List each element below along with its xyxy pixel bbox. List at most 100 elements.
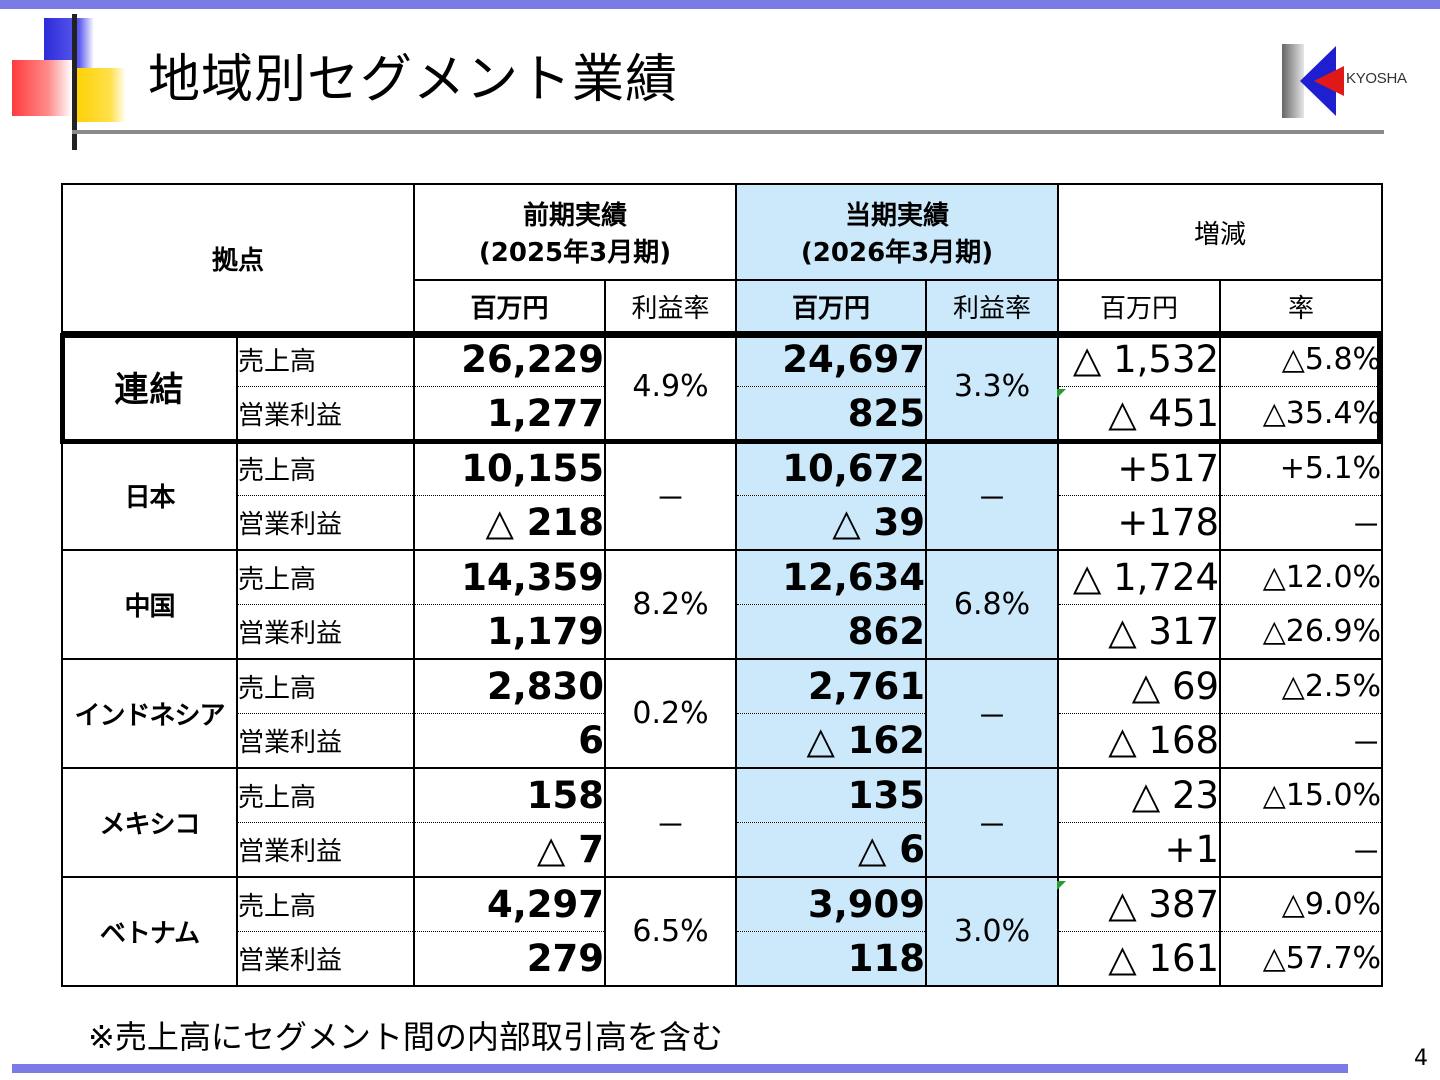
diff-sales-value: △ 1,724: [1057, 549, 1222, 605]
location-name: 中国: [61, 549, 238, 660]
title-decoration-red: [12, 60, 72, 116]
diff-op-value: △ 451: [1057, 386, 1222, 442]
curr-sales-value: 10,672: [735, 440, 928, 496]
header-diff-rate: 率: [1219, 279, 1384, 333]
curr-margin-value: －: [925, 767, 1060, 878]
prev-margin-value: －: [604, 767, 738, 878]
header-diff: 増減: [1057, 183, 1384, 281]
prev-margin-value: 8.2%: [604, 549, 738, 660]
table-row: 営業利益 279 118 △ 161 △57.7%: [62, 931, 1384, 987]
table-row: 日本 売上高 10,155 － 10,672 － +517 +5.1%: [61, 440, 1384, 551]
diff-sales-value: △ 1,532: [1057, 332, 1222, 387]
curr-margin-value: 3.3%: [925, 332, 1060, 442]
bottom-accent-bar: [12, 1064, 1348, 1073]
diff-op-rate: △26.9%: [1219, 604, 1384, 660]
curr-sales-value: 12,634: [735, 549, 928, 605]
diff-op-rate: －: [1219, 713, 1384, 769]
table-row: 営業利益 1,179 862 △ 317 △26.9%: [62, 604, 1384, 660]
curr-sales-value: 2,761: [735, 658, 928, 714]
prev-op-value: 1,179: [413, 604, 607, 660]
sales-label: 売上高: [235, 549, 416, 605]
curr-op-value: 825: [735, 386, 928, 442]
diff-sales-value: △ 69: [1057, 658, 1222, 714]
header-prev-margin: 利益率: [604, 279, 738, 333]
header-prev-million-yen: 百万円: [413, 279, 607, 333]
operating-profit-label: 営業利益: [235, 931, 416, 987]
prev-sales-value: 158: [413, 767, 607, 823]
curr-margin-value: 3.0%: [925, 876, 1060, 987]
sales-label: 売上高: [235, 440, 416, 496]
title-decoration-line: [72, 14, 77, 150]
diff-op-rate: －: [1219, 495, 1384, 551]
sales-label: 売上高: [235, 767, 416, 823]
top-accent-bar: [0, 0, 1440, 9]
diff-sales-rate: +5.1%: [1219, 440, 1384, 496]
prev-margin-value: 0.2%: [604, 658, 738, 769]
diff-sales-rate: △15.0%: [1219, 767, 1384, 823]
prev-margin-value: 6.5%: [604, 876, 738, 987]
prev-sales-value: 26,229: [413, 332, 607, 387]
header-curr-line2: (2026年3月期): [800, 238, 994, 268]
prev-sales-value: 4,297: [413, 876, 607, 932]
prev-sales-value: 2,830: [413, 658, 607, 714]
table-row: 連結 売上高 26,229 4.9% 24,697 3.3% △ 1,532 △5.8%: [61, 332, 1384, 442]
logo-text: KYOSHA: [1346, 70, 1407, 87]
curr-op-value: 118: [735, 931, 928, 987]
prev-op-value: 1,277: [413, 386, 607, 442]
diff-op-value: +178: [1057, 495, 1222, 551]
prev-op-value: 279: [413, 931, 607, 987]
prev-sales-value: 14,359: [413, 549, 607, 605]
diff-sales-value: △ 23: [1057, 767, 1222, 823]
page-number: 4: [1414, 1046, 1428, 1071]
prev-op-value: △ 7: [413, 822, 607, 878]
diff-op-value: △ 161: [1057, 931, 1222, 987]
curr-op-value: △ 39: [735, 495, 928, 551]
sales-label: 売上高: [235, 658, 416, 714]
operating-profit-label: 営業利益: [235, 822, 416, 878]
curr-op-value: △ 6: [735, 822, 928, 878]
title-decoration-yellow: [74, 68, 126, 122]
header-curr-million-yen: 百万円: [735, 279, 928, 333]
table-row: インドネシア 売上高 2,830 0.2% 2,761 － △ 69 △2.5%: [61, 658, 1384, 769]
header-curr-margin: 利益率: [925, 279, 1060, 333]
diff-op-rate: △57.7%: [1219, 931, 1384, 987]
operating-profit-label: 営業利益: [235, 604, 416, 660]
header-curr-period: 当期実績 (2026年3月期): [735, 183, 1060, 281]
cell-comment-marker: [1057, 389, 1066, 398]
diff-sales-value: △ 387: [1057, 876, 1222, 932]
prev-op-value: 6: [413, 713, 607, 769]
page-title: 地域別セグメント業績: [148, 50, 679, 110]
prev-sales-value: 10,155: [413, 440, 607, 496]
curr-sales-value: 3,909: [735, 876, 928, 932]
prev-margin-value: 4.9%: [604, 332, 738, 442]
curr-margin-value: －: [925, 658, 1060, 769]
header-diff-million-yen: 百万円: [1057, 279, 1222, 333]
location-name: インドネシア: [61, 658, 238, 769]
segment-results-table: 拠点 前期実績 (2025年3月期) 当期実績 (2026年3月期) 増減 百万…: [60, 183, 1384, 987]
operating-profit-label: 営業利益: [235, 713, 416, 769]
diff-sales-value: +517: [1057, 440, 1222, 496]
table-row: 営業利益 △ 218 △ 39 +178 －: [62, 495, 1384, 551]
diff-sales-rate: △2.5%: [1219, 658, 1384, 714]
table-row: ベトナム 売上高 4,297 6.5% 3,909 3.0% △ 387 △9.0%: [61, 876, 1384, 987]
diff-op-rate: △35.4%: [1219, 386, 1384, 442]
cell-comment-marker: [1057, 881, 1066, 890]
diff-op-value: △ 168: [1057, 713, 1222, 769]
title-underline: [72, 130, 1384, 134]
segment-table-body: 連結 売上高 26,229 4.9% 24,697 3.3% △ 1,532 △5.8% 営業利…: [61, 332, 1384, 987]
diff-sales-rate: △12.0%: [1219, 549, 1384, 605]
location-name: メキシコ: [61, 767, 238, 878]
prev-op-value: △ 218: [413, 495, 607, 551]
table-row: 営業利益 6 △ 162 △ 168 －: [62, 713, 1384, 769]
location-name: ベトナム: [61, 876, 238, 987]
table-row: 営業利益 1,277 825 △ 451 △35.4%: [62, 386, 1384, 442]
table-row: 営業利益 △ 7 △ 6 +1 －: [62, 822, 1384, 878]
operating-profit-label: 営業利益: [235, 386, 416, 442]
curr-op-value: △ 162: [735, 713, 928, 769]
curr-margin-value: 6.8%: [925, 549, 1060, 660]
sales-label: 売上高: [235, 876, 416, 932]
table-row: 中国 売上高 14,359 8.2% 12,634 6.8% △ 1,724 △12.0%: [61, 549, 1384, 660]
diff-op-value: △ 317: [1057, 604, 1222, 660]
segment-table-container: 拠点 前期実績 (2025年3月期) 当期実績 (2026年3月期) 増減 百万…: [60, 183, 1384, 987]
header-prev-period: 前期実績 (2025年3月期): [413, 183, 738, 281]
